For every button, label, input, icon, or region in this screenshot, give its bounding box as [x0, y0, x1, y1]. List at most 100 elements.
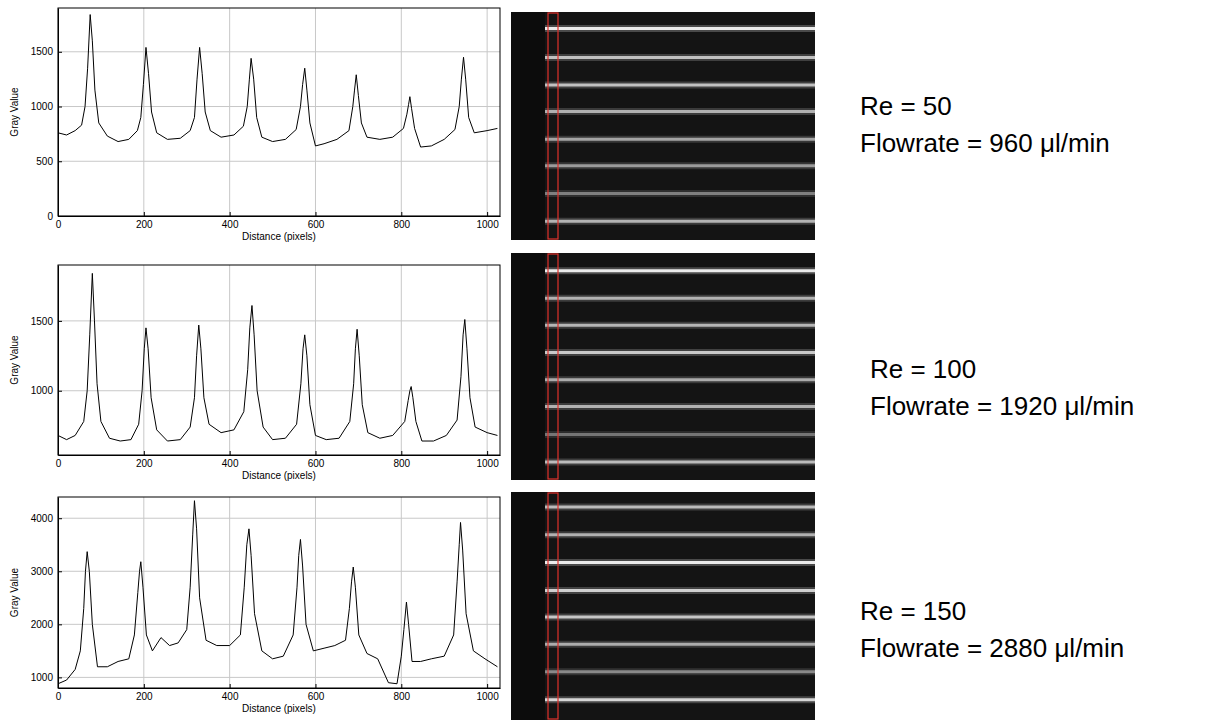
tick: 800 — [393, 684, 410, 702]
grid — [58, 265, 500, 455]
tick-mark — [58, 677, 62, 678]
grid-line-y — [58, 677, 500, 678]
y-axis: 0 500 1000 1500 — [31, 9, 62, 222]
tick-mark — [58, 571, 62, 572]
stream-halo — [545, 531, 815, 538]
grid-line-x — [143, 8, 144, 216]
stream — [545, 164, 815, 167]
tick: 1000 — [477, 684, 500, 702]
profile-line — [58, 15, 497, 147]
plot-frame — [58, 497, 500, 688]
stream-halo — [545, 108, 815, 115]
tick-label: 800 — [393, 458, 410, 469]
tick-label: 2000 — [31, 619, 54, 630]
tick-mark — [230, 684, 231, 688]
image-background — [511, 253, 815, 480]
stream-halo — [545, 458, 815, 465]
stream-halo — [545, 54, 815, 61]
tick-label: 3000 — [31, 566, 54, 577]
tick-label: 1000 — [31, 101, 54, 112]
tick-mark — [315, 451, 316, 455]
tick: 0 — [47, 211, 62, 222]
stream — [545, 378, 815, 381]
stream — [545, 324, 815, 327]
grid-line-y — [58, 161, 500, 162]
axis-line — [58, 498, 59, 689]
grid-line-x — [487, 265, 488, 455]
tick: 1500 — [31, 46, 62, 57]
tick-label: 600 — [308, 219, 325, 230]
stream — [545, 269, 815, 272]
tick-mark — [487, 212, 488, 216]
tick: 200 — [136, 684, 153, 702]
tick: 400 — [222, 451, 239, 469]
tick-label: 400 — [222, 458, 239, 469]
tick-mark — [315, 212, 316, 216]
stream — [545, 670, 815, 673]
stream-halo — [545, 295, 815, 302]
tick: 500 — [36, 156, 62, 167]
image-background — [511, 12, 815, 240]
tick-mark — [487, 684, 488, 688]
tick: 400 — [222, 684, 239, 702]
grid-line-y — [58, 571, 500, 572]
stream-halo — [545, 587, 815, 594]
y-axis-title: Gray Value — [9, 87, 20, 137]
grid-line-x — [315, 497, 316, 688]
x-axis-title: Distance (pixels) — [242, 231, 316, 242]
profile-region — [548, 13, 558, 239]
tick: 4000 — [31, 513, 62, 524]
y-axis: 1000 2000 3000 4000 — [31, 498, 62, 689]
tick-mark — [401, 212, 402, 216]
plot-area — [58, 501, 497, 684]
grid-line-x — [229, 8, 230, 216]
tick-label: 200 — [136, 691, 153, 702]
stream-halo — [545, 668, 815, 675]
tick-label: 0 — [56, 458, 62, 469]
tick: 600 — [308, 684, 325, 702]
tick: 2000 — [31, 619, 62, 630]
tick: 200 — [136, 451, 153, 469]
annotation: Flowrate = 1920 μl/min — [870, 391, 1134, 421]
tick-label: 4000 — [31, 513, 54, 524]
y-axis-title: Gray Value — [9, 335, 20, 385]
tick-mark — [144, 212, 145, 216]
axis-line — [59, 216, 501, 217]
tick-label: 0 — [47, 211, 53, 222]
tick: 600 — [308, 451, 325, 469]
tick-label: 400 — [222, 219, 239, 230]
tick-mark — [487, 451, 488, 455]
annotation: Flowrate = 960 μl/min — [860, 128, 1110, 158]
grid-line-x — [229, 497, 230, 688]
tick-label: 200 — [136, 458, 153, 469]
tick-label: 1000 — [477, 458, 500, 469]
tick: 1000 — [31, 672, 62, 683]
x-axis-title: Distance (pixels) — [242, 470, 316, 481]
grid-line-y — [58, 390, 500, 391]
image-edge — [511, 492, 545, 720]
tick: 1000 — [31, 101, 62, 112]
stream-image — [511, 12, 815, 240]
tick-mark — [401, 684, 402, 688]
tick: 1000 — [477, 212, 500, 230]
grid-line-y — [58, 51, 500, 52]
tick-label: 800 — [393, 691, 410, 702]
tick: 400 — [222, 212, 239, 230]
tick-label: 500 — [36, 156, 53, 167]
tick-mark — [58, 52, 62, 53]
tick-mark — [58, 391, 62, 392]
grid — [58, 497, 500, 688]
stream-halo — [545, 190, 815, 197]
tick-label: 1000 — [477, 219, 500, 230]
tick: 1500 — [31, 316, 62, 327]
grid-line-y — [58, 106, 500, 107]
stream-halo — [545, 431, 815, 438]
stream-halo — [545, 376, 815, 383]
tick-mark — [58, 107, 62, 108]
axis-line — [58, 9, 59, 217]
stream-halo — [545, 504, 815, 511]
stream — [545, 220, 815, 223]
stream — [545, 84, 815, 87]
grid-line-x — [487, 8, 488, 216]
stream — [545, 561, 815, 564]
